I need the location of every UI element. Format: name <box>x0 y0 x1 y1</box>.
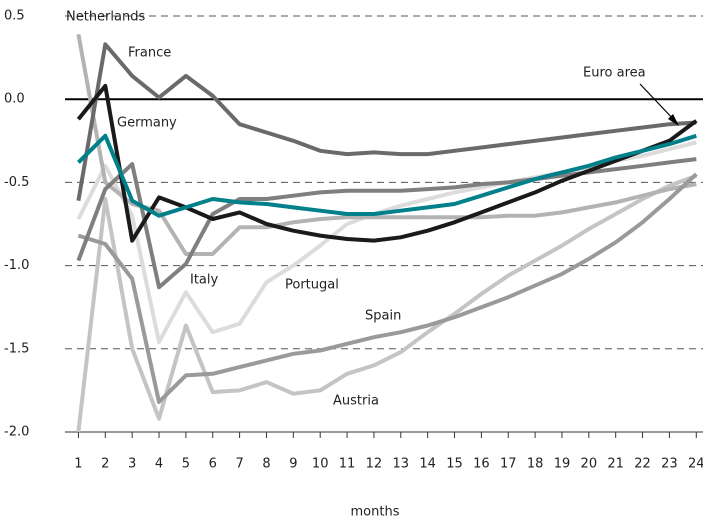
y-tick-label: -0.5 <box>4 175 29 190</box>
x-tick-label: 3 <box>128 457 136 472</box>
x-tick-label: 17 <box>500 457 517 472</box>
y-tick-label: -2.0 <box>4 425 29 440</box>
series-label: Netherlands <box>66 10 145 25</box>
x-tick-label: 5 <box>182 457 190 472</box>
x-tick-label: 2 <box>101 457 109 472</box>
x-tick-label: 23 <box>661 457 678 472</box>
x-tick-label: 12 <box>366 457 383 472</box>
x-tick-label: 19 <box>554 457 571 472</box>
series-line <box>76 42 697 202</box>
y-tick-label: -1.0 <box>4 258 29 273</box>
x-tick-label: 16 <box>473 457 490 472</box>
x-tick-label: 15 <box>446 457 463 472</box>
x-tick-label: 22 <box>634 457 651 472</box>
x-tick-label: 24 <box>688 457 703 472</box>
x-axis-label: months <box>351 505 400 520</box>
series-line <box>76 133 697 218</box>
series-label: Germany <box>117 116 177 131</box>
x-tick-label: 1 <box>74 457 82 472</box>
x-tick-label: 14 <box>419 457 436 472</box>
y-tick-label: -1.5 <box>4 341 29 356</box>
series-label: Portugal <box>285 278 339 293</box>
x-tick-label: 18 <box>527 457 544 472</box>
annotation-arrow <box>639 83 677 123</box>
series-line <box>77 172 698 404</box>
x-tick-label: 7 <box>235 457 243 472</box>
series-line <box>76 157 697 290</box>
x-tick-label: 6 <box>209 457 217 472</box>
series-line <box>76 83 698 243</box>
x-tick-label: 9 <box>289 457 297 472</box>
series-label: Euro area <box>583 66 646 81</box>
series-line <box>76 33 697 256</box>
series-label: Italy <box>190 273 219 288</box>
x-tick-label: 10 <box>312 457 329 472</box>
x-tick-label: 11 <box>339 457 356 472</box>
series-label: Austria <box>333 394 379 409</box>
x-tick-label: 4 <box>155 457 163 472</box>
annotation-arrowhead <box>668 114 679 126</box>
x-tick-label: 13 <box>393 457 410 472</box>
y-tick-label: 0.0 <box>4 92 25 107</box>
series-label: France <box>128 46 171 61</box>
x-tick-label: 21 <box>607 457 624 472</box>
series-label: Spain <box>365 309 401 324</box>
x-tick-label: 20 <box>581 457 598 472</box>
x-tick-label: 8 <box>262 457 270 472</box>
y-tick-label: 0.5 <box>4 9 25 24</box>
series-line <box>76 173 697 433</box>
